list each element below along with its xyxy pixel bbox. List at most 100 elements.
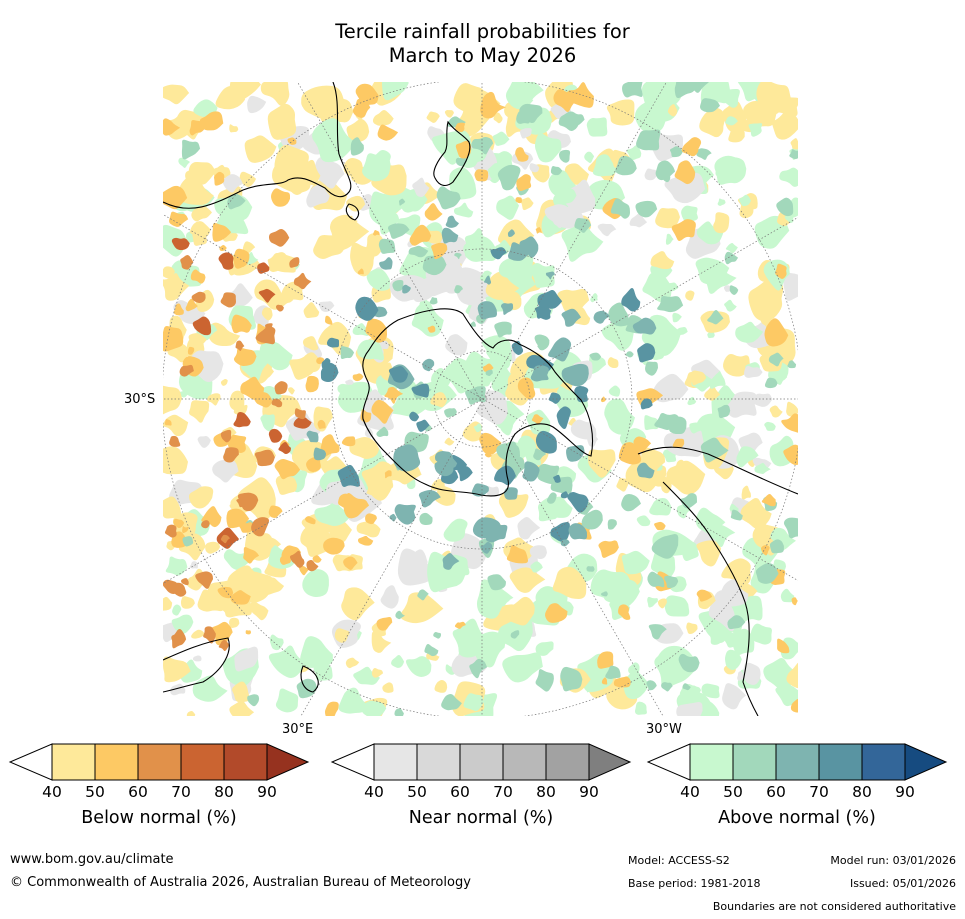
shading-patch bbox=[650, 251, 675, 270]
shading-patch bbox=[424, 424, 433, 432]
shading-patch bbox=[395, 610, 405, 620]
shading-patch bbox=[605, 665, 621, 679]
shading-patch bbox=[245, 630, 251, 635]
shading-patch bbox=[430, 392, 447, 408]
shading-patch bbox=[298, 565, 310, 576]
shading-patch bbox=[173, 303, 184, 316]
shading-patch bbox=[427, 325, 436, 333]
shading-patch bbox=[411, 301, 444, 337]
shading-patch bbox=[186, 711, 196, 716]
shading-patch bbox=[426, 111, 440, 123]
below-tick-50: 50 bbox=[85, 783, 105, 801]
shading-patch bbox=[636, 515, 651, 527]
shading-patch bbox=[644, 415, 659, 431]
shading-patch bbox=[483, 275, 492, 285]
shading-patch bbox=[567, 491, 589, 513]
shading-patch bbox=[432, 130, 473, 165]
shading-patch bbox=[561, 308, 582, 327]
shading-patch bbox=[289, 550, 305, 568]
shading-patch bbox=[275, 475, 298, 495]
shading-patch bbox=[293, 272, 312, 290]
shading-patch bbox=[667, 104, 678, 117]
shading-patch bbox=[412, 177, 430, 198]
shading-patch bbox=[471, 137, 494, 155]
shading-patch bbox=[443, 518, 468, 542]
shading-patch bbox=[310, 458, 318, 465]
shading-patch bbox=[365, 513, 377, 525]
shading-patch bbox=[665, 233, 674, 245]
shading-patch bbox=[313, 662, 333, 681]
shading-patch bbox=[640, 398, 653, 410]
shading-patch bbox=[313, 235, 346, 259]
shading-patch bbox=[776, 197, 794, 217]
shading-patch bbox=[783, 517, 798, 539]
footer-model: Model: ACCESS-S2 bbox=[628, 854, 730, 867]
shading-patch bbox=[163, 118, 181, 136]
shading-patch bbox=[561, 223, 604, 262]
shading-patch bbox=[445, 215, 459, 228]
shading-patch bbox=[708, 590, 751, 632]
shading-patch bbox=[215, 85, 245, 110]
shading-patch bbox=[457, 466, 473, 482]
shading-patch bbox=[507, 229, 515, 238]
shading-patch bbox=[519, 128, 532, 139]
shading-patch bbox=[377, 210, 400, 235]
shading-patch bbox=[233, 347, 257, 367]
near-tick-80: 80 bbox=[536, 783, 556, 801]
shading-patch bbox=[608, 302, 630, 327]
shading-patch bbox=[522, 461, 540, 482]
shading-patch bbox=[182, 526, 189, 534]
shading-patch bbox=[545, 603, 568, 623]
shading-patch bbox=[434, 679, 448, 693]
shading-patch bbox=[674, 160, 696, 185]
footer-url: www.bom.gov.au/climate bbox=[10, 852, 174, 867]
shading-patch bbox=[636, 462, 655, 479]
shading-patch bbox=[173, 518, 185, 528]
shading-patch bbox=[477, 301, 498, 320]
shading-patch bbox=[682, 683, 691, 691]
shading-patch bbox=[514, 548, 522, 554]
shading-patch bbox=[319, 99, 328, 106]
footer-disclaimer: Boundaries are not considered authoritat… bbox=[712, 900, 956, 913]
shading-patch bbox=[409, 224, 432, 246]
shading-patch bbox=[441, 694, 462, 711]
shading-patch bbox=[171, 237, 190, 251]
shading-patch bbox=[517, 377, 536, 399]
shading-patch bbox=[171, 449, 182, 457]
shading-patch bbox=[353, 666, 380, 685]
shading-patch bbox=[696, 589, 713, 602]
shading-patch bbox=[743, 662, 761, 685]
shading-patch bbox=[607, 519, 617, 530]
shading-patch bbox=[337, 464, 360, 488]
shading-patch bbox=[445, 334, 468, 356]
shading-patch bbox=[586, 117, 608, 137]
shading-patch bbox=[271, 398, 283, 408]
shading-patch bbox=[494, 465, 516, 486]
shading-patch bbox=[270, 188, 290, 207]
above-tick-90: 90 bbox=[895, 783, 915, 801]
shading-patch bbox=[519, 236, 539, 258]
shading-patch bbox=[444, 408, 457, 418]
shading-patch bbox=[240, 376, 265, 401]
footer-model-run: Model run: 03/01/2026 bbox=[830, 854, 956, 867]
shading-patch bbox=[313, 447, 327, 461]
shading-patch bbox=[775, 96, 798, 117]
shading-patch bbox=[548, 392, 561, 404]
colorbar-swatch-2 bbox=[732, 743, 777, 781]
shading-patch bbox=[606, 99, 635, 126]
shading-patch bbox=[635, 200, 658, 218]
shading-patch bbox=[487, 162, 501, 182]
colorbar-max-extension bbox=[266, 743, 310, 781]
shading-patch bbox=[496, 195, 519, 220]
shading-patch bbox=[646, 680, 657, 691]
shading-patch bbox=[163, 496, 182, 519]
shading-patch bbox=[535, 430, 557, 454]
colorbar-swatch-5 bbox=[223, 743, 268, 781]
shading-patch bbox=[305, 516, 316, 525]
shading-patch bbox=[607, 357, 619, 369]
shading-patch bbox=[506, 545, 529, 564]
shading-patch bbox=[302, 569, 329, 598]
shading-patch bbox=[275, 688, 299, 713]
shading-patch bbox=[721, 558, 751, 587]
shading-patch bbox=[601, 677, 608, 685]
